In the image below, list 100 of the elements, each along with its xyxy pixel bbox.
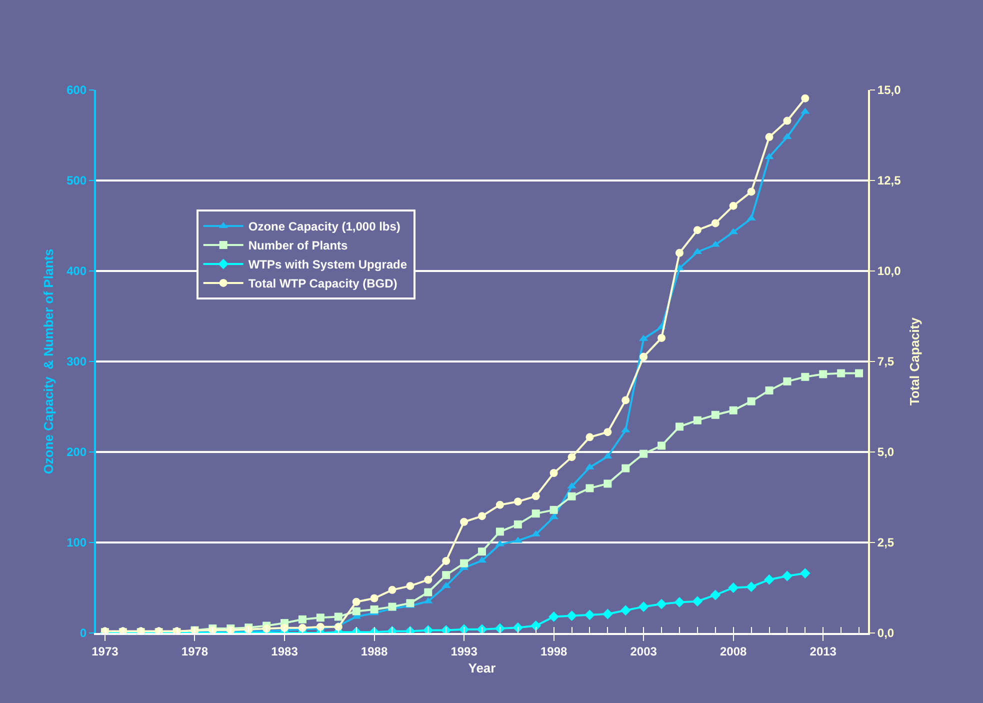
point xyxy=(837,369,846,378)
point xyxy=(692,596,703,607)
y2-tick-label: 15,0 xyxy=(877,83,902,98)
legend-label: Number of Plants xyxy=(248,238,348,253)
point xyxy=(747,397,756,406)
point xyxy=(568,453,576,462)
point xyxy=(658,442,666,450)
point xyxy=(675,422,684,431)
y2-tick-label: 10,0 xyxy=(877,264,902,278)
point xyxy=(586,433,594,442)
point xyxy=(424,588,432,596)
point xyxy=(316,614,324,622)
y2-axis-title: Total Capacity xyxy=(907,316,922,406)
point xyxy=(729,406,738,414)
point xyxy=(765,386,774,394)
x-tick-label: 2013 xyxy=(810,644,837,658)
y-tick-label: 200 xyxy=(66,445,87,460)
point xyxy=(514,498,522,506)
y2-tick-label: 0,0 xyxy=(877,626,894,640)
x-tick-label: 1973 xyxy=(92,644,119,658)
point xyxy=(550,506,558,514)
point xyxy=(334,622,342,631)
point xyxy=(494,623,506,633)
x-tick-label: 1993 xyxy=(450,644,478,658)
point xyxy=(496,500,504,509)
y-tick-label: 100 xyxy=(66,536,87,550)
point xyxy=(512,622,524,633)
point xyxy=(406,599,414,608)
point xyxy=(604,480,612,488)
x-axis-title: Year xyxy=(468,660,496,676)
legend-label: Total WTP Capacity (BGD) xyxy=(248,276,398,291)
point xyxy=(478,548,486,556)
point xyxy=(352,607,360,616)
point xyxy=(638,602,649,612)
point xyxy=(622,396,630,404)
point xyxy=(658,334,666,342)
point xyxy=(370,594,378,602)
x-tick-label: 1998 xyxy=(540,644,568,658)
point xyxy=(298,615,306,624)
point xyxy=(476,624,488,633)
x-tick-label: 2008 xyxy=(720,644,748,658)
point xyxy=(604,428,612,436)
y2-tick-label: 2,5 xyxy=(877,536,894,550)
point xyxy=(424,576,432,584)
point xyxy=(442,571,450,580)
point xyxy=(460,559,468,568)
point xyxy=(747,188,756,196)
point xyxy=(855,369,864,378)
legend-label: Ozone Capacity (1,000 lbs) xyxy=(248,220,400,234)
x-tick-label: 1978 xyxy=(181,644,208,658)
point xyxy=(514,520,522,528)
point xyxy=(640,450,648,458)
point xyxy=(586,484,594,492)
point xyxy=(656,598,667,610)
x-tick-label: 2003 xyxy=(630,644,658,658)
x-tick-label: 1988 xyxy=(360,644,388,658)
point xyxy=(746,582,756,592)
point xyxy=(819,370,828,378)
point xyxy=(548,612,560,622)
y-tick-label: 500 xyxy=(66,174,87,188)
point xyxy=(693,416,702,424)
point xyxy=(530,620,542,631)
point xyxy=(728,582,739,593)
point xyxy=(602,608,613,620)
point xyxy=(640,352,648,361)
point xyxy=(620,605,631,616)
point xyxy=(478,512,486,520)
point xyxy=(622,464,630,472)
point xyxy=(442,556,450,565)
point xyxy=(783,116,792,125)
point xyxy=(550,469,558,477)
point xyxy=(764,574,774,585)
point xyxy=(765,133,774,142)
point xyxy=(566,610,577,621)
y2-tick-label: 12,5 xyxy=(877,174,902,188)
point xyxy=(674,597,685,608)
point xyxy=(711,410,720,419)
point xyxy=(800,568,810,578)
y-tick-label: 300 xyxy=(66,354,87,369)
point xyxy=(532,510,540,518)
point xyxy=(406,582,414,590)
point xyxy=(460,518,468,526)
y2-tick-label: 5,0 xyxy=(877,445,894,460)
point xyxy=(334,612,342,621)
x-tick-label: 1983 xyxy=(271,644,298,658)
point xyxy=(352,598,360,606)
point xyxy=(711,219,720,228)
point xyxy=(675,248,684,257)
point xyxy=(370,605,378,614)
point xyxy=(710,590,721,600)
point xyxy=(729,202,738,210)
point xyxy=(532,492,540,500)
point xyxy=(496,528,504,536)
y-tick-label: 600 xyxy=(66,83,87,98)
point xyxy=(782,570,792,582)
legend-label: WTPs with System Upgrade xyxy=(248,258,408,272)
y2-tick-label: 7,5 xyxy=(877,354,894,369)
y-tick-label: 400 xyxy=(66,264,87,278)
point xyxy=(584,610,595,620)
point xyxy=(693,226,702,234)
